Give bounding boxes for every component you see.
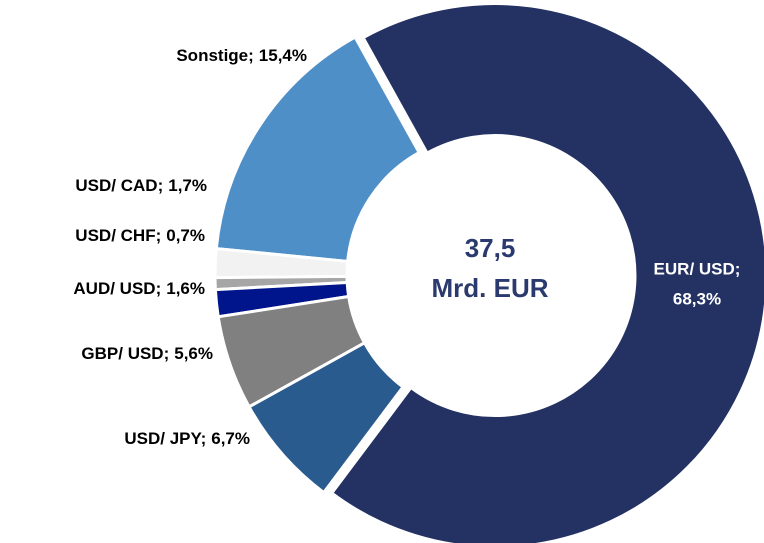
center-unit: Mrd. EUR: [432, 273, 549, 303]
center-label: 37,5: [465, 233, 516, 263]
slice-label: USD/ JPY; 6,7%: [124, 429, 250, 448]
slice-label: EUR/ USD;: [654, 259, 741, 278]
slice-value-label: 6,7%: [211, 429, 250, 448]
slice-label: Sonstige; 15,4%: [176, 46, 307, 65]
slice-value-label: 15,4%: [259, 46, 307, 65]
donut-slice: [216, 294, 367, 409]
donut-slice: [329, 2, 764, 543]
slice-value-label: 68,3%: [673, 289, 721, 308]
slice-label: AUD/ USD; 1,6%: [73, 279, 205, 298]
slice-value-label: 5,6%: [174, 344, 213, 363]
slice-category: GBP/ USD;: [81, 344, 169, 363]
slice-category: USD/ CAD;: [75, 176, 163, 195]
slice-value-label: 1,7%: [168, 176, 207, 195]
slice-label: USD/ CHF; 0,7%: [75, 226, 205, 245]
donut-slice: [247, 340, 406, 495]
slice-category: USD/ JPY;: [124, 429, 206, 448]
donut-slice: [214, 35, 422, 264]
slice-category: AUD/ USD;: [73, 279, 161, 298]
slice-label: USD/ CAD; 1,7%: [75, 176, 207, 195]
slice-value-label: 1,6%: [166, 279, 205, 298]
slice-label: GBP/ USD; 5,6%: [81, 344, 213, 363]
slice-category: USD/ CHF;: [75, 226, 161, 245]
slice-value-label: 0,7%: [166, 226, 205, 245]
slice-category: Sonstige;: [176, 46, 253, 65]
